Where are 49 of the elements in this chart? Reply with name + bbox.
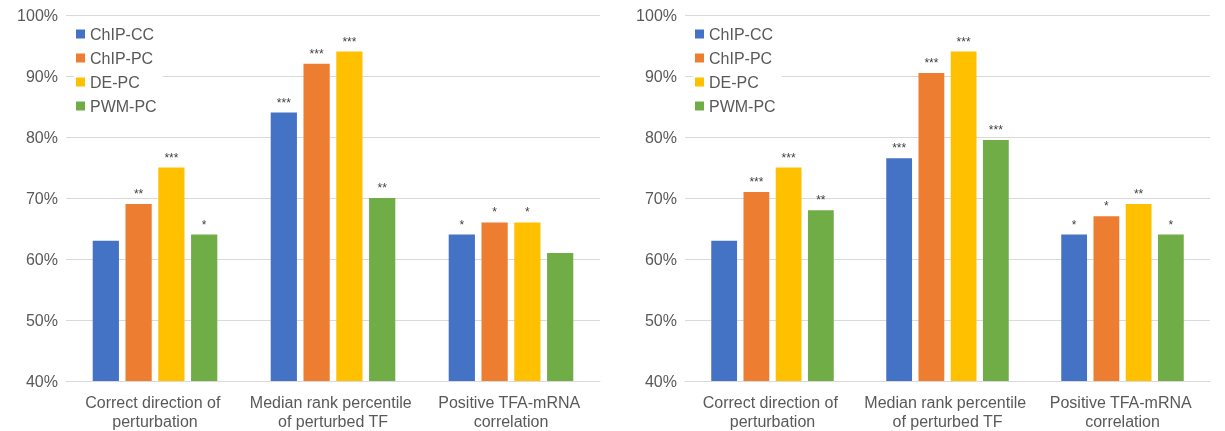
y-tick-label: 40% [25, 372, 58, 390]
data-label: * [1104, 199, 1110, 214]
data-label: *** [749, 174, 764, 189]
data-label: * [492, 205, 498, 220]
x-tick-label: Median rank percentile of perturbed TF [249, 394, 417, 430]
y-tick-label: 90% [25, 67, 58, 85]
data-label: * [1168, 217, 1174, 232]
data-label: ** [133, 187, 144, 202]
data-label: *** [781, 150, 796, 165]
y-tick-label: 50% [25, 311, 58, 329]
data-label: *** [988, 123, 1004, 138]
y-tick-label: 100% [636, 6, 677, 24]
y-tick-label: 80% [25, 128, 58, 146]
y-tick-label: 90% [644, 67, 677, 85]
x-tick-label: Positive TFA-mRNA correlation [1049, 394, 1196, 430]
legend-label: ChIP-PC [709, 49, 773, 67]
y-tick-label: 70% [644, 189, 677, 207]
y-tick-label: 60% [644, 250, 677, 268]
data-label: *** [164, 150, 179, 165]
data-label: *** [924, 55, 939, 70]
data-label: ** [1133, 187, 1144, 202]
y-tick-label: 70% [25, 189, 58, 207]
legend-label: DE-PC [709, 73, 759, 91]
data-label: *** [892, 141, 907, 156]
legend-label: ChIP-CC [709, 25, 774, 43]
data-label: ** [377, 181, 388, 195]
y-tick-label: 100% [17, 6, 58, 24]
x-tick-label: Correct direction of perturbation [702, 394, 843, 430]
legend-label: PWM-PC [709, 97, 776, 115]
x-tick-label: Correct direction of perturbation [85, 394, 225, 430]
data-label: * [201, 217, 207, 232]
legend-label: ChIP-CC [90, 25, 155, 43]
x-tick-label: Positive TFA-mRNA correlation [438, 394, 584, 430]
data-label: *** [309, 46, 324, 61]
y-tick-label: 60% [25, 250, 58, 268]
data-label: ** [816, 193, 826, 208]
y-tick-label: 80% [644, 128, 677, 146]
y-tick-label: 50% [644, 311, 677, 329]
x-tick-label: Median rank percentile of perturbed TF [864, 394, 1031, 430]
data-label: *** [276, 95, 292, 110]
data-label: *** [956, 34, 971, 49]
y-tick-label: 40% [644, 372, 677, 390]
legend-label: PWM-PC [90, 97, 157, 115]
data-label: * [1071, 217, 1077, 232]
data-label: *** [342, 34, 357, 49]
legend-label: DE-PC [90, 73, 140, 91]
data-label: * [525, 205, 531, 220]
data-label: * [459, 217, 465, 232]
legend-label: ChIP-PC [90, 49, 154, 67]
